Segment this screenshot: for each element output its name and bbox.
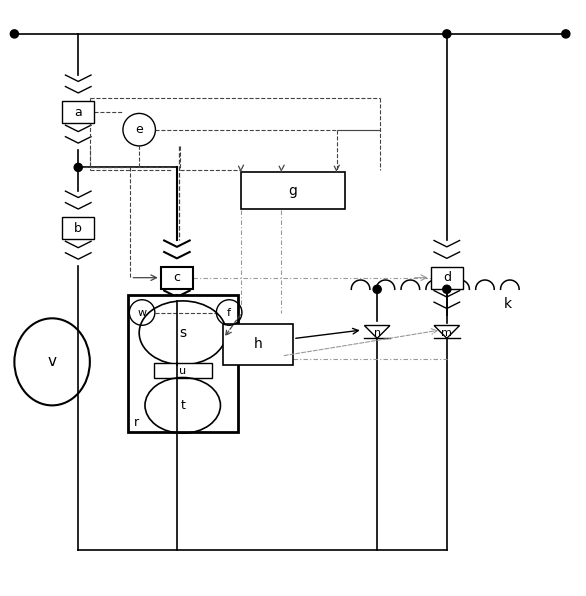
Text: b: b (74, 222, 82, 235)
Text: d: d (443, 271, 451, 284)
Circle shape (74, 163, 82, 172)
Text: s: s (179, 326, 186, 340)
Text: g: g (288, 184, 298, 198)
Circle shape (373, 285, 381, 293)
Text: r: r (134, 416, 139, 429)
Circle shape (443, 285, 451, 293)
FancyBboxPatch shape (154, 364, 212, 378)
Text: w: w (138, 308, 146, 318)
Text: m: m (441, 328, 452, 337)
Text: h: h (254, 337, 263, 352)
FancyBboxPatch shape (431, 266, 463, 288)
Text: t: t (180, 399, 185, 412)
FancyBboxPatch shape (62, 101, 94, 123)
FancyBboxPatch shape (223, 324, 293, 365)
FancyBboxPatch shape (161, 266, 193, 288)
Text: a: a (74, 105, 82, 119)
FancyBboxPatch shape (128, 295, 238, 432)
Text: c: c (173, 271, 180, 284)
Circle shape (443, 30, 451, 38)
FancyBboxPatch shape (241, 172, 345, 209)
FancyBboxPatch shape (62, 218, 94, 240)
Text: v: v (47, 355, 57, 370)
Circle shape (562, 30, 570, 38)
Text: k: k (504, 297, 512, 311)
Text: e: e (135, 123, 143, 136)
Circle shape (11, 30, 18, 38)
Text: u: u (179, 365, 186, 375)
Text: n: n (374, 328, 381, 337)
Text: f: f (227, 308, 231, 318)
